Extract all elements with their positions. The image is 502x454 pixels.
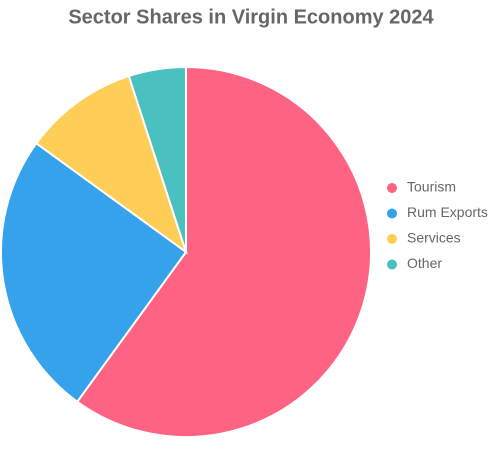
legend-label: Tourism — [407, 179, 456, 195]
pie-slice — [75, 65, 372, 438]
legend-label: Services — [407, 230, 461, 246]
legend-marker — [387, 208, 397, 219]
legend-label: Other — [407, 255, 442, 271]
pie-slice — [127, 65, 187, 253]
legend-label: Rum Exports — [407, 204, 488, 220]
legend-marker — [387, 183, 397, 193]
pie-slice — [34, 74, 188, 255]
legend-marker — [387, 234, 397, 244]
legend-marker — [387, 259, 397, 270]
chart-title: Sector Shares in Virgin Economy 2024 — [68, 6, 434, 28]
pie-slice — [0, 141, 188, 404]
